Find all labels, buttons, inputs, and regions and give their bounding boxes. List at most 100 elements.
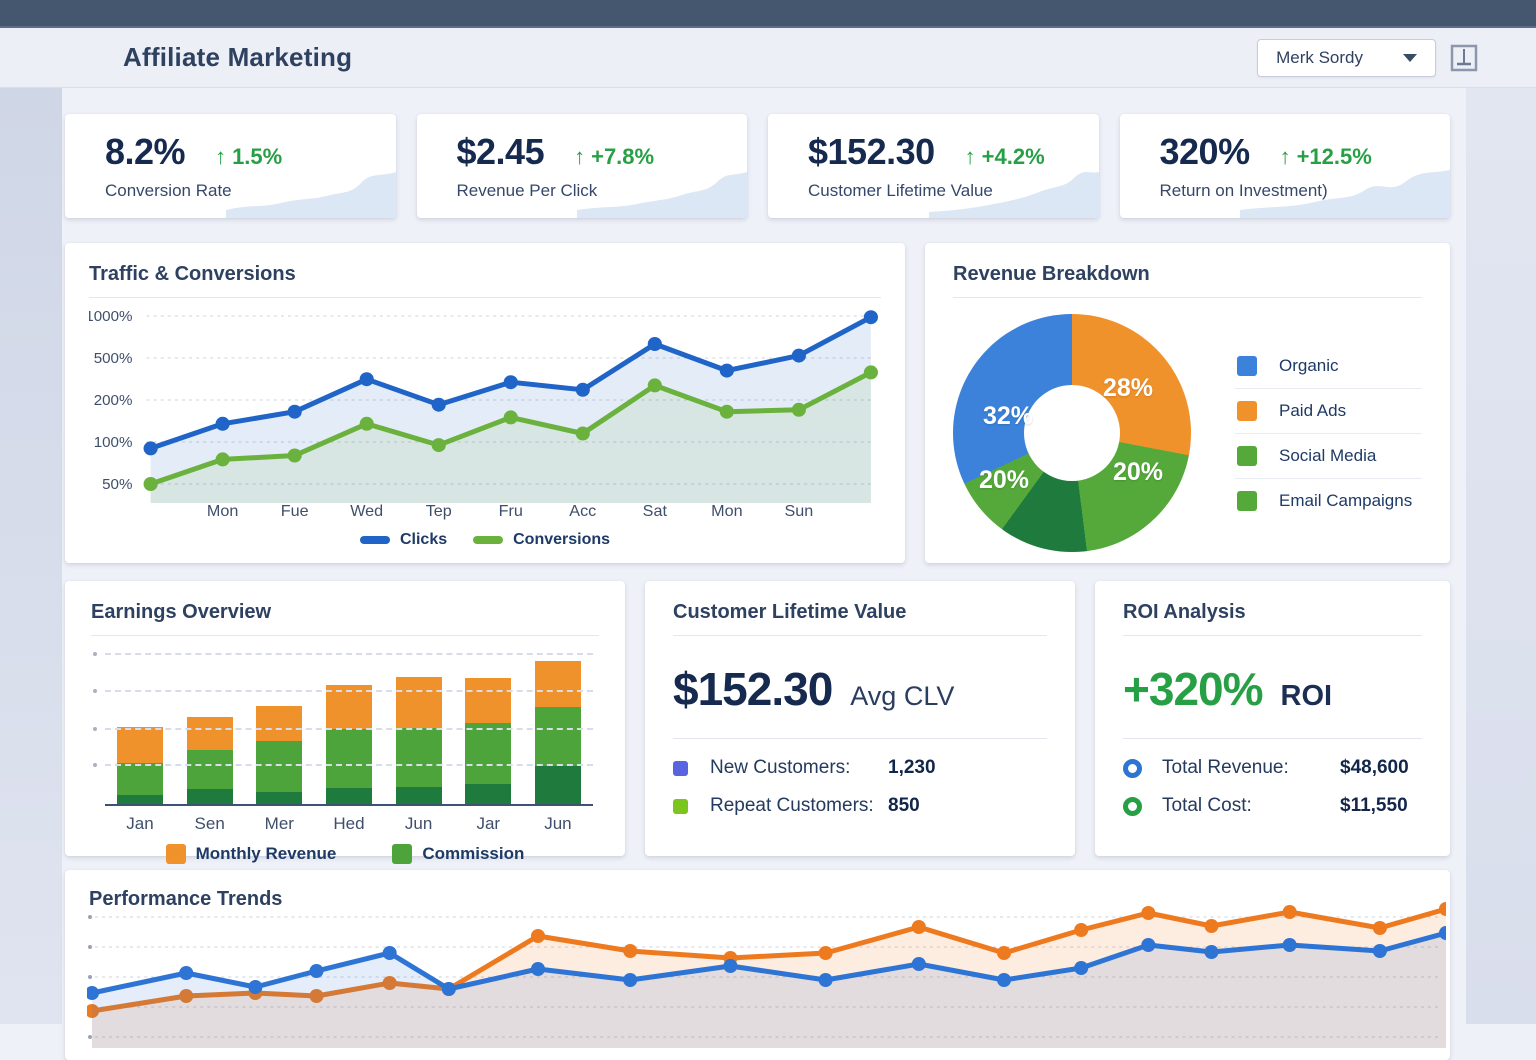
conversions-point [215, 452, 230, 467]
clicks-point [647, 337, 662, 351]
up-arrow-icon: ↑ [1279, 144, 1291, 169]
paid-ads-legend-swatch [1237, 400, 1257, 421]
kpi-delta: ↑ +12.5% [1280, 144, 1372, 170]
conversions-point [575, 426, 590, 441]
total-revenue-bullet [1123, 758, 1142, 778]
legend-item-clicks: Clicks [359, 531, 447, 549]
stat-value: $48,600 [1340, 757, 1409, 778]
donut-label-social-media: 20% [1113, 458, 1164, 486]
series-point [1438, 902, 1446, 916]
avg-clv-value: $152.30 [673, 663, 833, 715]
conversions-point [863, 365, 878, 380]
series-point [530, 929, 546, 943]
card-title: Earnings Overview [91, 601, 599, 636]
commission-legend-swatch [392, 844, 413, 864]
series-line [91, 930, 1446, 996]
clv-value-row: $152.30 Avg CLV [673, 636, 1047, 739]
legend-item-commission: Commission [392, 844, 524, 864]
export-button[interactable] [1450, 43, 1478, 73]
kpi-value-row: $2.45 ↑ +7.8% [457, 131, 748, 173]
gridline [105, 653, 593, 655]
series-point [1372, 921, 1387, 935]
donut [953, 314, 1191, 552]
donut-label-organic: 32% [983, 402, 1034, 430]
kpi-card-customer-lifetime-value: $152.30 ↑ +4.2% Customer Lifetime Value [768, 114, 1099, 218]
page-right-gutter [1466, 87, 1536, 1024]
header: Affiliate Marketing Merk Sordy [0, 28, 1536, 88]
series-point [248, 980, 263, 994]
traffic-legend: Clicks Conversions [89, 531, 881, 549]
page-left-gutter [0, 87, 62, 1024]
roi-value-row: +320% ROI [1123, 636, 1422, 739]
bar-segment [465, 678, 512, 723]
bar-segment [465, 723, 512, 784]
x-tick-label: Mer [264, 814, 294, 833]
x-tick-label: Mon [207, 502, 238, 520]
bar-segment [117, 795, 163, 804]
x-tick-label: Sun [784, 502, 813, 520]
clicks-point [503, 375, 518, 390]
roi-suffix: ROI [1280, 680, 1333, 712]
legend-label: Organic [1279, 355, 1339, 375]
kpi-delta-value: +4.2% [981, 144, 1045, 169]
legend-item-social-media: Social Media [1235, 434, 1422, 479]
clv-stats: New Customers: 1,230 Repeat Customers: 8… [673, 757, 1047, 817]
bar-segment [325, 685, 372, 729]
kpi-value-row: $152.30 ↑ +4.2% [808, 131, 1099, 173]
bar-segment [395, 787, 442, 804]
user-dropdown[interactable]: Merk Sordy [1257, 38, 1436, 77]
roi-value: +320% [1123, 663, 1264, 715]
card-title: Performance Trends [89, 888, 283, 910]
x-tick-label: Jan [126, 814, 154, 833]
bar-segment [395, 677, 442, 728]
y-tick-label: 500% [94, 350, 133, 367]
legend-item-monthly-revenue: Monthly Revenue [165, 844, 336, 864]
new-customers-bullet [673, 760, 688, 776]
up-arrow-icon: ↑ [574, 144, 586, 169]
stat-row-new-customers: New Customers: 1,230 [673, 757, 1047, 779]
organic-legend-swatch [1237, 355, 1257, 376]
kpi-sparkline [1240, 170, 1450, 218]
stacked-bar-jar [465, 678, 512, 804]
series-point [1204, 945, 1219, 959]
charts-row-2: Earnings Overview Jan Sen Mer Hed Jun Jar Jun … [65, 581, 1450, 864]
y-tick-dot [93, 689, 97, 693]
stat-label: Repeat Customers: [710, 795, 874, 816]
stacked-bar-hed [325, 685, 372, 804]
x-tick-label: Fru [499, 502, 523, 520]
stat-value: $11,550 [1340, 795, 1408, 816]
revenue-legend: Organic Paid Ads Social Media Email Camp… [1235, 344, 1422, 523]
stat-row-total-revenue: Total Revenue: $48,600 [1123, 757, 1422, 779]
series-point [530, 962, 546, 976]
customer-lifetime-value-card: Customer Lifetime Value $152.30 Avg CLV … [645, 581, 1075, 856]
series-point [309, 989, 324, 1003]
card-title: ROI Analysis [1123, 601, 1422, 636]
stat-label: New Customers: [710, 757, 851, 778]
series-point [1372, 944, 1387, 958]
conversions-point [503, 410, 518, 425]
bar-segment [256, 741, 303, 792]
stacked-bar-sen [186, 717, 233, 804]
legend-label: Commission [422, 844, 525, 863]
user-dropdown-label: Merk Sordy [1276, 47, 1363, 67]
clicks-point [359, 372, 374, 387]
card-title: Customer Lifetime Value [673, 601, 1047, 636]
stacked-bar-mer [256, 706, 303, 804]
earnings-overview-card: Earnings Overview Jan Sen Mer Hed Jun Jar Jun … [65, 581, 625, 864]
charts-row-1: Traffic & Conversions 1000% 500% 200% 100% 5… [65, 243, 1450, 563]
legend-label: Social Media [1279, 445, 1377, 465]
up-arrow-icon: ↑ [215, 144, 227, 169]
kpi-sparkline [225, 172, 396, 218]
series-point [382, 946, 397, 960]
clicks-point [791, 348, 806, 363]
conversions-point [791, 402, 806, 417]
series-point [997, 973, 1012, 987]
clicks-area [150, 317, 871, 503]
stat-value: 850 [888, 795, 920, 816]
series-line [91, 906, 1446, 1014]
conversions-point [647, 378, 662, 393]
x-tick-label: Acc [569, 502, 596, 520]
series-point [441, 982, 456, 996]
series-point [179, 966, 194, 980]
series-point [1204, 919, 1219, 933]
